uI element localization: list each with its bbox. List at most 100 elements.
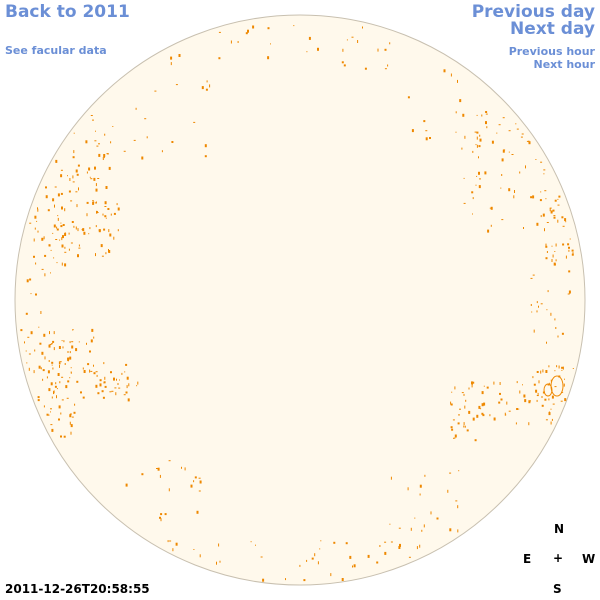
facula-mark (480, 408, 482, 410)
facula-mark (70, 431, 72, 435)
facula-mark (71, 341, 74, 343)
facula-mark (97, 212, 99, 213)
facula-mark (548, 411, 550, 415)
facula-mark (68, 248, 70, 251)
previous-day-link[interactable]: Previous day (471, 2, 595, 22)
facula-mark (554, 199, 557, 202)
observation-timestamp: 2011-12-26T20:58:55 (5, 582, 150, 596)
facula-mark (110, 141, 112, 144)
facula-mark (44, 356, 46, 360)
facula-mark (306, 51, 308, 53)
facula-mark (536, 399, 538, 402)
facula-mark (106, 153, 109, 155)
facula-mark (60, 174, 63, 178)
facula-mark (46, 376, 48, 379)
facula-mark (58, 405, 61, 409)
facula-mark (67, 351, 69, 353)
facula-mark (524, 399, 527, 403)
facula-mark (556, 365, 558, 368)
facula-mark (343, 64, 346, 67)
facula-mark (526, 140, 529, 142)
facula-mark (72, 175, 74, 179)
facula-mark (407, 96, 410, 99)
back-to-year-link[interactable]: Back to 2011 (5, 2, 130, 22)
facula-mark (500, 398, 503, 401)
facula-mark (108, 250, 111, 253)
facula-mark (42, 369, 45, 372)
facula-mark (78, 187, 79, 191)
facula-mark (109, 233, 112, 237)
facula-mark (532, 376, 534, 379)
facula-mark (545, 243, 547, 247)
facula-mark (416, 546, 418, 550)
facula-mark (53, 224, 56, 228)
facula-mark (35, 262, 37, 265)
facula-mark (117, 207, 120, 211)
facula-mark (540, 370, 542, 374)
facula-mark (43, 405, 45, 408)
previous-hour-link[interactable]: Previous hour (508, 45, 595, 58)
facula-mark (69, 356, 72, 360)
facula-mark (557, 204, 560, 206)
facula-mark (199, 554, 201, 558)
facula-mark (464, 405, 466, 409)
facula-mark (34, 349, 36, 352)
facula-mark (546, 341, 547, 344)
facula-mark (69, 414, 72, 418)
facula-mark (219, 560, 221, 563)
facula-mark (390, 541, 393, 543)
facula-mark (450, 401, 452, 405)
facula-mark (553, 215, 556, 217)
facula-mark (564, 378, 565, 380)
facula-mark (98, 153, 101, 157)
next-day-link[interactable]: Next day (510, 19, 595, 39)
facula-mark (77, 164, 80, 167)
facula-mark (554, 263, 556, 266)
facula-mark (554, 386, 557, 388)
facula-mark (533, 383, 536, 386)
facula-mark (76, 204, 78, 208)
facula-mark (41, 351, 44, 355)
facula-mark (48, 360, 50, 362)
facula-mark (523, 394, 526, 398)
facula-mark (44, 273, 46, 277)
facula-mark (457, 529, 459, 533)
facula-mark (68, 232, 70, 235)
facula-mark (536, 371, 539, 373)
facula-mark (74, 403, 76, 406)
facula-mark (78, 247, 81, 249)
facula-mark (126, 376, 129, 380)
facula-mark (367, 554, 370, 558)
facula-mark (117, 229, 119, 232)
facula-mark (285, 578, 286, 581)
facula-mark (525, 165, 526, 169)
facula-mark (37, 230, 39, 233)
facula-mark (567, 293, 570, 295)
facula-mark (83, 231, 86, 235)
facula-mark (58, 361, 60, 365)
facula-mark (62, 224, 65, 226)
facula-mark (548, 365, 550, 368)
facula-mark (552, 209, 555, 212)
facula-mark (486, 126, 488, 129)
facula-mark (481, 412, 484, 415)
facula-mark (376, 561, 379, 564)
facula-mark (102, 213, 104, 216)
facula-mark (58, 346, 61, 349)
next-hour-link[interactable]: Next hour (533, 58, 596, 71)
facula-mark (41, 237, 44, 241)
facula-mark (136, 385, 138, 387)
facula-mark (252, 25, 255, 29)
facula-mark (27, 336, 30, 338)
facula-mark (457, 79, 458, 83)
facula-mark (67, 357, 70, 360)
facula-mark (28, 353, 31, 355)
facula-mark (484, 171, 487, 175)
see-facular-data-link[interactable]: See facular data (5, 44, 107, 57)
facula-mark (125, 483, 128, 487)
facula-mark (172, 548, 174, 552)
facula-mark (41, 268, 44, 270)
facula-mark (481, 403, 484, 407)
facula-mark (196, 510, 199, 514)
facula-mark (73, 411, 76, 414)
